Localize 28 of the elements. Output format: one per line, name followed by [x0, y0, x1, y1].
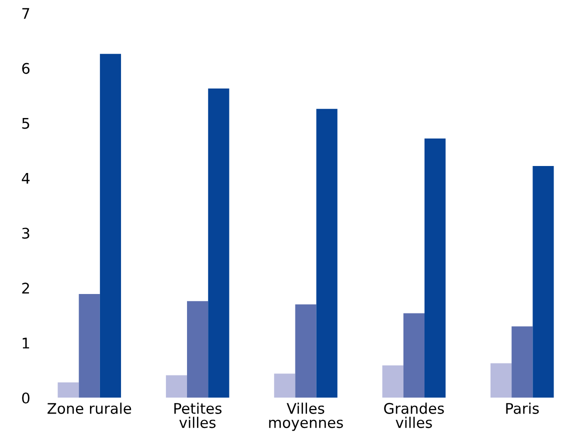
bar	[316, 108, 338, 398]
bar	[295, 304, 316, 398]
bar	[187, 301, 208, 398]
bar	[424, 138, 446, 398]
bar	[166, 375, 188, 398]
y-tick-label: 3	[22, 228, 30, 239]
bar	[100, 54, 122, 398]
y-tick-label: 5	[22, 118, 30, 129]
x-tick-label: Zone rurale	[48, 402, 132, 414]
bar	[208, 88, 230, 398]
bar	[490, 363, 512, 398]
x-tick-label: Paris	[506, 402, 539, 414]
bar	[58, 382, 79, 398]
y-tick-label: 6	[22, 62, 30, 74]
y-tick-label: 1	[22, 338, 30, 348]
x-tick-label: Villes moyennes	[269, 402, 343, 431]
bar	[274, 374, 296, 398]
y-tick-label: 2	[22, 282, 29, 294]
y-tick-label: 0	[22, 392, 30, 404]
bar	[382, 365, 404, 398]
bar	[403, 313, 424, 398]
x-tick-label: Grandes villes	[384, 402, 444, 428]
bar	[78, 294, 100, 398]
y-tick-label: 4	[22, 172, 30, 184]
bar	[532, 166, 554, 398]
x-tick-label: Petites villes	[174, 402, 222, 428]
bar	[512, 326, 533, 398]
y-tick-label: 7	[22, 8, 30, 19]
